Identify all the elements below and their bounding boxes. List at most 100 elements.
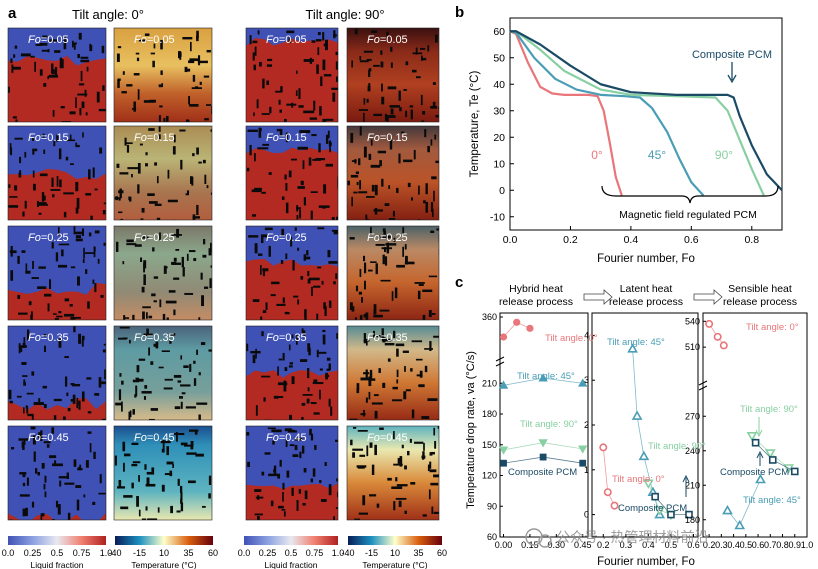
skeleton-particle xyxy=(208,493,211,499)
c-sen-90-arrow xyxy=(755,417,763,438)
skeleton-particle xyxy=(356,181,359,186)
skeleton-particle xyxy=(180,498,183,503)
skeleton-particle xyxy=(363,146,367,158)
skeleton-particle xyxy=(67,408,71,412)
skeleton-particle xyxy=(118,479,122,487)
skeleton-particle xyxy=(395,343,405,347)
skeleton-particle xyxy=(118,389,122,401)
skeleton-particle xyxy=(388,185,391,189)
marker-triangle-up xyxy=(631,410,643,420)
skeleton-particle xyxy=(66,472,69,480)
skeleton-particle xyxy=(206,104,212,106)
panel-b-composite-label: Composite PCM xyxy=(692,49,772,61)
skeleton-particle xyxy=(359,454,366,457)
skeleton-particle xyxy=(195,453,204,457)
marker-circle xyxy=(719,341,728,350)
skeleton-particle xyxy=(169,470,173,477)
skeleton-particle xyxy=(186,119,189,122)
skeleton-particle xyxy=(366,445,369,457)
skeleton-particle xyxy=(166,446,170,456)
tile-frame xyxy=(113,225,213,321)
skeleton-particle xyxy=(23,382,26,386)
skeleton-particle xyxy=(401,444,404,449)
skeleton-particle xyxy=(279,109,282,113)
contour-tile: Fo=0.15 xyxy=(346,125,440,221)
contour-tile: Fo=0.35 xyxy=(7,325,107,421)
skeleton-particle xyxy=(396,264,406,268)
colorbar-tick-label: 0.5 xyxy=(285,548,298,558)
skeleton-particle xyxy=(307,271,310,277)
skeleton-particle xyxy=(170,505,173,514)
skeleton-particle xyxy=(392,210,395,217)
skeleton-particle xyxy=(182,36,193,40)
skeleton-particle xyxy=(102,85,105,91)
skeleton-particle xyxy=(31,414,34,420)
skeleton-particle xyxy=(322,335,325,339)
skeleton-particle xyxy=(140,218,144,220)
group-0-title: Tilt angle: 0° xyxy=(72,7,144,22)
skeleton-particle xyxy=(200,342,206,346)
skeleton-particle xyxy=(278,505,284,509)
skeleton-particle xyxy=(73,226,76,235)
panel-b-ytick-label: 50 xyxy=(493,52,505,64)
skeleton-particle xyxy=(297,247,300,251)
skeleton-particle xyxy=(192,216,201,219)
skeleton-particle xyxy=(8,184,11,188)
skeleton-particle xyxy=(143,260,147,269)
panel-b-brace xyxy=(601,185,779,204)
marker-triangle-down xyxy=(746,432,758,442)
skeleton-particle xyxy=(148,347,151,356)
marker-circle xyxy=(610,501,619,510)
skeleton-particle xyxy=(23,379,26,383)
skeleton-particle xyxy=(422,110,426,115)
skeleton-particle xyxy=(12,66,21,70)
skeleton-particle xyxy=(286,470,290,478)
skeleton-particle xyxy=(395,477,398,482)
process-title-sensible-line1: Sensible heat xyxy=(728,283,792,295)
skeleton-particle xyxy=(291,334,294,339)
skeleton-particle xyxy=(148,201,158,204)
skeleton-particle xyxy=(425,201,428,213)
skeleton-particle xyxy=(192,153,195,157)
skeleton-particle xyxy=(145,163,148,167)
skeleton-particle xyxy=(411,340,423,343)
skeleton-particle xyxy=(58,311,62,314)
skeleton-particle xyxy=(377,150,387,154)
subplot-ytick-label: 270 xyxy=(685,411,700,421)
skeleton-particle xyxy=(31,311,33,317)
skeleton-particle xyxy=(282,482,285,490)
skeleton-particle xyxy=(98,108,106,112)
watermark: 公众号 · 热管理材料前沿 xyxy=(525,528,708,548)
colorbar-tick-label: 0.75 xyxy=(306,548,324,558)
skeleton-particle xyxy=(139,143,143,146)
skeleton-particle xyxy=(262,78,265,89)
skeleton-particle xyxy=(137,89,140,100)
skeleton-particle xyxy=(153,276,159,279)
panel-c-subplot-latent: 0 1 2 3 4 0.2 0.3 0.4 0.5 0.6 xyxy=(584,312,700,550)
skeleton-particle xyxy=(60,106,65,109)
skeleton-particle xyxy=(35,468,38,474)
skeleton-particle xyxy=(203,75,210,78)
skeleton-particle xyxy=(173,134,176,143)
marker-square xyxy=(500,459,507,467)
skeleton-particle xyxy=(136,378,144,382)
skeleton-particle xyxy=(249,144,252,156)
skeleton-particle xyxy=(349,302,353,311)
skeleton-particle xyxy=(43,404,47,409)
c-sen-composite-arrow xyxy=(756,450,764,466)
skeleton-particle xyxy=(373,314,383,318)
skeleton-particle xyxy=(43,483,46,490)
skeleton-particle xyxy=(368,376,372,387)
skeleton-particle xyxy=(373,113,383,117)
skeleton-particle xyxy=(30,55,35,58)
skeleton-particle xyxy=(437,426,439,429)
skeleton-particle xyxy=(173,219,176,220)
skeleton-particle xyxy=(74,231,83,235)
skeleton-particle xyxy=(410,368,413,372)
skeleton-particle xyxy=(185,406,196,409)
skeleton-particle xyxy=(187,120,190,122)
skeleton-particle xyxy=(271,281,280,285)
skeleton-particle xyxy=(89,443,92,453)
marker-triangle-down xyxy=(578,445,588,454)
subplot-ytick-label: 210 xyxy=(685,480,700,490)
